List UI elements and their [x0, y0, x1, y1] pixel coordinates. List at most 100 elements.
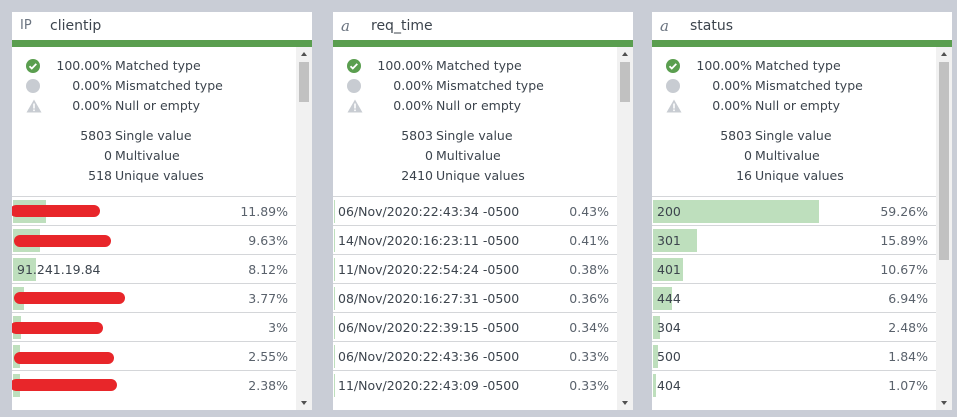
stat-label: Null or empty: [115, 98, 201, 113]
type-icon: IP: [20, 18, 32, 33]
field-name: clientip: [50, 18, 102, 34]
row-percent: 1.84%: [888, 349, 928, 364]
scrollbar[interactable]: [936, 47, 952, 410]
stat-icon: [26, 59, 40, 76]
value-row[interactable]: 06/Nov/2020:22:39:15 -0500 0.34%: [333, 312, 617, 342]
panel-header[interactable]: a status: [652, 12, 952, 40]
stat-label: Matched type: [115, 58, 201, 73]
row-value: 500: [657, 349, 681, 364]
row-percent: 2.55%: [248, 349, 288, 364]
stat-label: Mismatched type: [115, 78, 223, 93]
field-name: status: [690, 18, 734, 34]
scrollbar[interactable]: [296, 47, 312, 410]
value-row[interactable]: 2.55%: [12, 341, 296, 371]
stat-value: 0.00%: [393, 98, 433, 113]
count-label: Unique values: [755, 168, 844, 183]
percent-bar: [653, 258, 683, 281]
row-value: 08/Nov/2020:16:27:31 -0500: [338, 291, 520, 306]
row-percent: 3.77%: [248, 291, 288, 306]
stat-icon: [347, 59, 361, 76]
redaction: [14, 235, 111, 247]
scroll-thumb[interactable]: [299, 62, 309, 102]
stat-label: Null or empty: [436, 98, 522, 113]
panel-header[interactable]: a req_time: [333, 12, 633, 40]
value-row[interactable]: 444 6.94%: [652, 283, 936, 313]
row-value: 404: [657, 378, 681, 393]
row-percent: 0.34%: [569, 320, 609, 335]
row-percent: 6.94%: [888, 291, 928, 306]
stat-value: 100.00%: [696, 58, 752, 73]
row-percent: 11.89%: [240, 204, 288, 219]
value-row[interactable]: 11.89%: [12, 196, 296, 226]
stat-value: 0.00%: [72, 98, 112, 113]
value-row[interactable]: 401 10.67%: [652, 254, 936, 284]
scroll-thumb[interactable]: [620, 62, 630, 102]
panel-header[interactable]: IP clientip: [12, 12, 312, 40]
value-row[interactable]: 08/Nov/2020:16:27:31 -0500 0.36%: [333, 283, 617, 313]
redaction: [14, 352, 114, 364]
row-percent: 1.07%: [888, 378, 928, 393]
value-row[interactable]: 2.38%: [12, 370, 296, 400]
row-percent: 0.38%: [569, 262, 609, 277]
row-value: 11/Nov/2020:22:43:09 -0500: [338, 378, 520, 393]
row-percent: 2.38%: [248, 378, 288, 393]
value-row[interactable]: 91.241.19.84 8.12%: [12, 254, 296, 284]
row-percent: 10.67%: [880, 262, 928, 277]
row-percent: 0.33%: [569, 378, 609, 393]
count-label: Multivalue: [115, 148, 180, 163]
row-value: 444: [657, 291, 681, 306]
value-row[interactable]: 304 2.48%: [652, 312, 936, 342]
value-row[interactable]: 3%: [12, 312, 296, 342]
count-value: 5803: [401, 128, 433, 143]
stat-value: 0.00%: [712, 78, 752, 93]
count-label: Single value: [436, 128, 513, 143]
value-row[interactable]: 14/Nov/2020:16:23:11 -0500 0.41%: [333, 225, 617, 255]
count-value: 16: [736, 168, 752, 183]
stat-value: 100.00%: [377, 58, 433, 73]
stat-label: Mismatched type: [755, 78, 863, 93]
value-row[interactable]: 11/Nov/2020:22:43:09 -0500 0.33%: [333, 370, 617, 400]
row-value: 14/Nov/2020:16:23:11 -0500: [338, 233, 520, 248]
stat-icon: [26, 79, 40, 96]
value-row[interactable]: 500 1.84%: [652, 341, 936, 371]
count-value: 0: [104, 148, 112, 163]
field-panel: a req_time 100.00% Matched type 0.00% Mismatc…: [333, 12, 633, 410]
stat-label: Matched type: [436, 58, 522, 73]
stat-value: 0.00%: [712, 98, 752, 113]
value-row[interactable]: 06/Nov/2020:22:43:36 -0500 0.33%: [333, 341, 617, 371]
percent-bar: [334, 200, 336, 223]
header-bar: [652, 40, 952, 47]
count-value: 0: [425, 148, 433, 163]
percent-bar: [13, 258, 36, 281]
count-value: 5803: [720, 128, 752, 143]
stat-icon: [666, 79, 680, 96]
percent-bar: [653, 200, 819, 223]
row-value: 200: [657, 204, 681, 219]
value-row[interactable]: 301 15.89%: [652, 225, 936, 255]
row-percent: 59.26%: [880, 204, 928, 219]
row-percent: 0.36%: [569, 291, 609, 306]
count-label: Multivalue: [755, 148, 820, 163]
percent-bar: [334, 258, 336, 281]
count-value: 5803: [80, 128, 112, 143]
value-row[interactable]: 200 59.26%: [652, 196, 936, 226]
value-row[interactable]: 11/Nov/2020:22:54:24 -0500 0.38%: [333, 254, 617, 284]
redaction: [14, 292, 125, 304]
stat-icon: [666, 99, 682, 116]
stat-icon: [26, 99, 42, 116]
stat-icon: [666, 59, 680, 76]
stat-value: 0.00%: [393, 78, 433, 93]
value-row[interactable]: 9.63%: [12, 225, 296, 255]
value-row[interactable]: 06/Nov/2020:22:43:34 -0500 0.43%: [333, 196, 617, 226]
scrollbar[interactable]: [617, 47, 633, 410]
value-row[interactable]: 404 1.07%: [652, 370, 936, 400]
row-value: 06/Nov/2020:22:43:34 -0500: [338, 204, 520, 219]
type-icon: a: [660, 17, 669, 35]
row-percent: 2.48%: [888, 320, 928, 335]
scroll-thumb[interactable]: [939, 62, 949, 260]
value-row[interactable]: 3.77%: [12, 283, 296, 313]
count-value: 0: [744, 148, 752, 163]
row-percent: 3%: [268, 320, 288, 335]
stat-label: Null or empty: [755, 98, 841, 113]
